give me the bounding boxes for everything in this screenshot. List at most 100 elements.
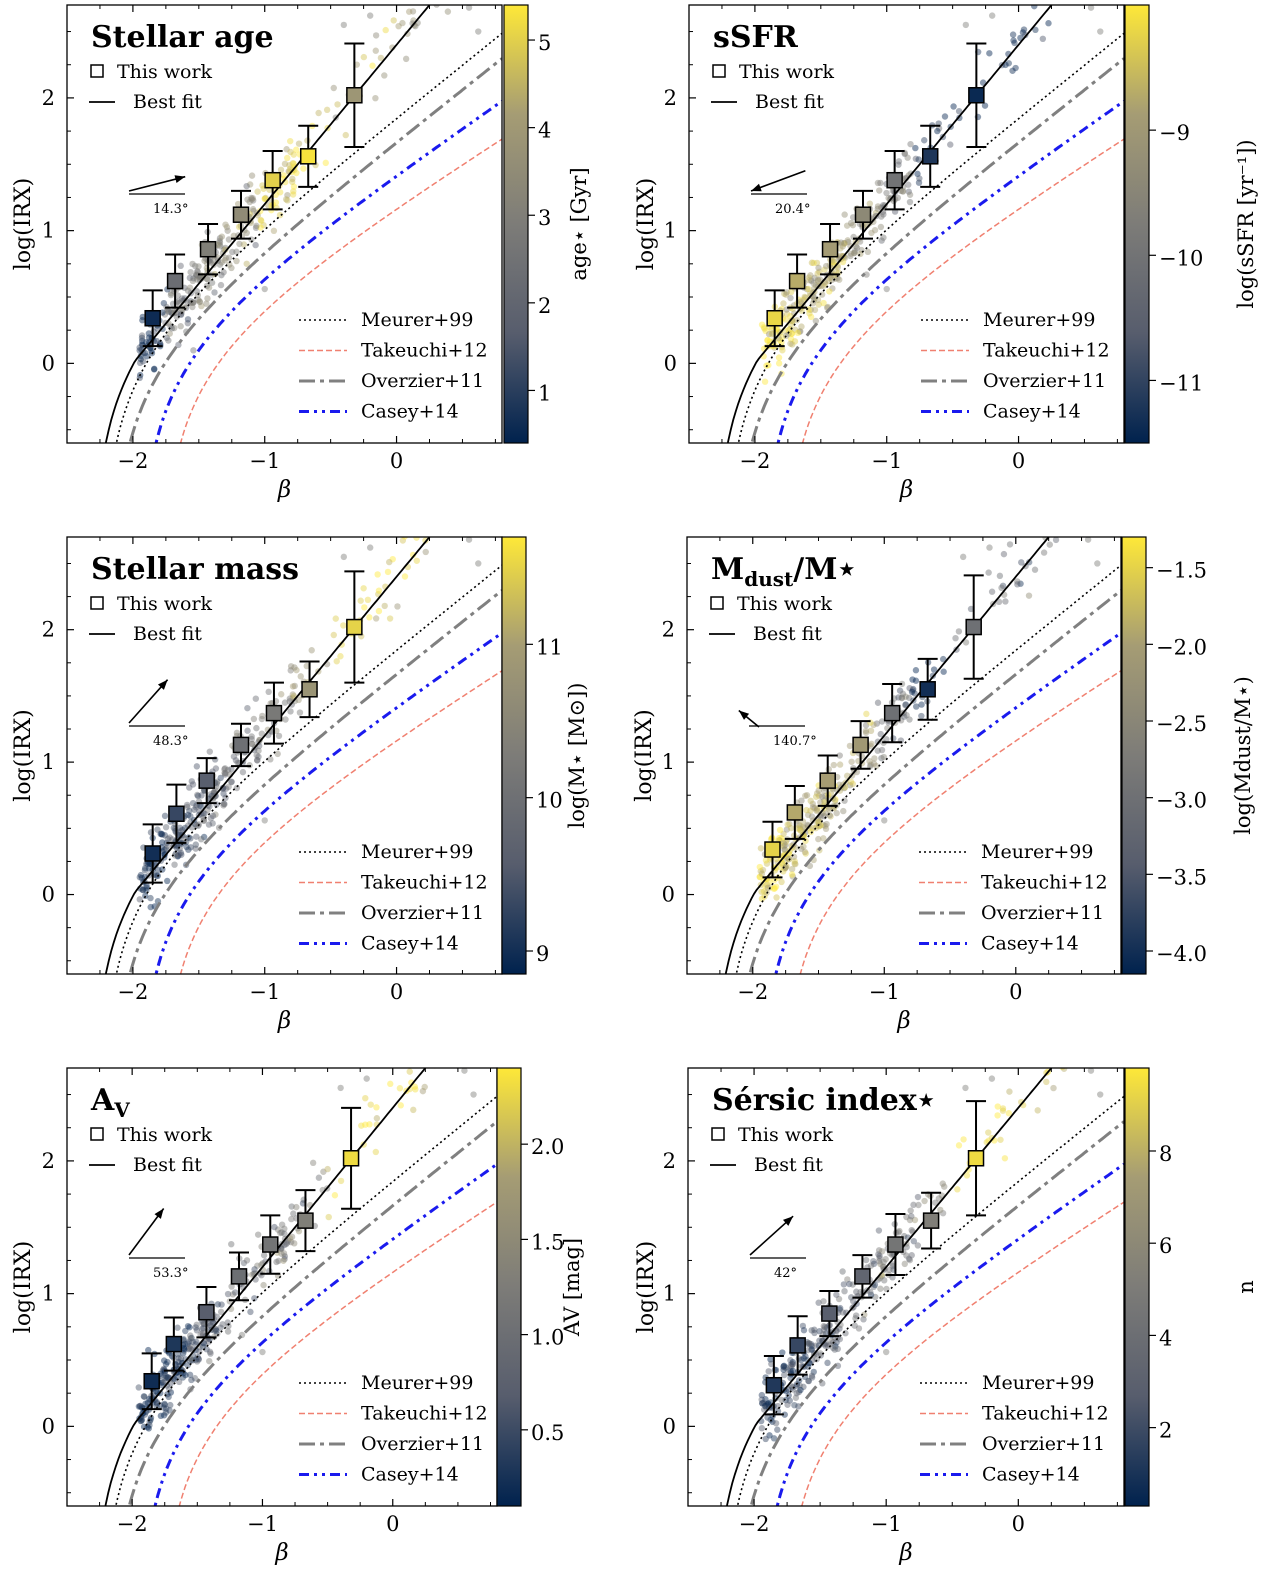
scatter-point: [1005, 60, 1012, 67]
scatter-point: [784, 1366, 791, 1373]
scatter-point: [337, 1177, 345, 1185]
scatter-point: [1018, 559, 1025, 566]
scatter-point: [916, 175, 923, 182]
angle-arrow-head: [174, 175, 186, 184]
scatter-point: [1058, 1016, 1064, 1022]
scatter-point: [1011, 39, 1018, 47]
scatter-point: [186, 1342, 194, 1350]
scatter-point: [807, 828, 815, 836]
scatter-point: [456, 995, 462, 1001]
x-tick-label: −2: [117, 1512, 148, 1536]
scatter-point: [452, 1037, 458, 1043]
scatter-point: [192, 272, 200, 280]
scatter-point: [189, 799, 197, 807]
scatter-point: [254, 188, 261, 195]
scatter-point: [1067, 1034, 1073, 1040]
scatter-point: [837, 245, 844, 252]
scatter-point: [867, 761, 874, 768]
scatter-point: [222, 246, 229, 253]
scatter-point: [289, 683, 297, 690]
scatter-point: [1031, 566, 1039, 573]
scatter-point: [791, 338, 799, 345]
scatter-point: [782, 863, 789, 871]
scatter-point: [883, 189, 890, 197]
scatter-point: [173, 1373, 181, 1381]
scatter-point: [220, 269, 227, 276]
scatter-point: [841, 211, 848, 218]
scatter-point: [248, 733, 255, 740]
scatter-point: [194, 791, 201, 799]
scatter-point: [196, 298, 203, 305]
scatter-point: [880, 753, 888, 761]
scatter-point: [250, 207, 257, 215]
scatter-point: [878, 746, 886, 754]
scatter-point: [295, 1228, 303, 1235]
scatter-point: [851, 249, 858, 257]
scatter-point: [808, 1346, 815, 1353]
scatter-point: [921, 137, 928, 144]
scatter-point: [175, 341, 182, 349]
scatter-point: [768, 331, 776, 338]
scatter-point: [137, 355, 145, 363]
scatter-point: [181, 1345, 188, 1353]
scatter-point: [1061, 510, 1067, 516]
scatter-point: [216, 237, 223, 245]
scatter-point: [882, 1255, 889, 1263]
scatter-point: [136, 896, 143, 903]
scatter-point: [181, 1347, 188, 1354]
scatter-point: [815, 823, 823, 830]
scatter-point: [849, 1297, 857, 1305]
takeuchi-curve: [179, 670, 502, 974]
scatter-point: [796, 1382, 803, 1389]
scatter-point: [220, 802, 227, 809]
casey-curve: [154, 631, 502, 974]
legend-label-1: Takeuchi+12: [981, 872, 1108, 894]
best-fit-line: [104, 537, 431, 974]
scatter-point: [439, 517, 445, 523]
scatter-point: [794, 329, 802, 337]
scatter-point: [297, 673, 304, 680]
scatter-point: [905, 188, 912, 195]
y-tick-label: 2: [664, 86, 677, 110]
x-tick-label: −1: [249, 980, 280, 1004]
scatter-point: [216, 261, 224, 268]
scatter-point: [247, 1308, 254, 1316]
scatter-point: [955, 1142, 963, 1149]
scatter-point: [229, 248, 236, 256]
scatter-point: [261, 285, 268, 293]
scatter-point: [870, 1257, 877, 1265]
scatter-point: [860, 1316, 867, 1323]
colorbar-tick-label: 2.0: [531, 1135, 564, 1159]
scatter-point: [173, 313, 180, 320]
scatter-point: [409, 551, 417, 559]
binned-point-3: [821, 240, 839, 258]
scatter-point: [232, 757, 240, 764]
scatter-point: [157, 1402, 164, 1409]
angle-arrow: 14.3°: [128, 175, 188, 217]
scatter-point: [382, 26, 389, 34]
scatter-point: [986, 50, 993, 57]
scatter-point: [278, 1250, 285, 1257]
scatter-point: [806, 1340, 813, 1347]
scatter-point: [782, 841, 789, 849]
scatter-point: [206, 1357, 213, 1365]
colorbar-tick-label: −2.0: [1156, 635, 1207, 659]
scatter-point: [806, 310, 813, 317]
scatter-point: [829, 285, 836, 292]
scatter-point: [820, 1322, 828, 1330]
scatter-point: [761, 325, 768, 332]
scatter-point: [173, 844, 181, 852]
scatter-point: [221, 800, 228, 808]
scatter-point: [426, 1050, 432, 1056]
scatter-point: [806, 276, 813, 284]
scatter-point: [315, 1174, 323, 1181]
scatter-point: [187, 1332, 194, 1339]
scatter-point: [375, 587, 383, 594]
scatter-point: [153, 1398, 161, 1406]
scatter-point: [193, 271, 200, 278]
scatter-point: [850, 249, 858, 257]
scatter-point: [787, 288, 795, 296]
binned-point-2: [786, 804, 804, 821]
scatter-point: [1056, 1018, 1062, 1024]
scatter-point: [151, 365, 158, 373]
